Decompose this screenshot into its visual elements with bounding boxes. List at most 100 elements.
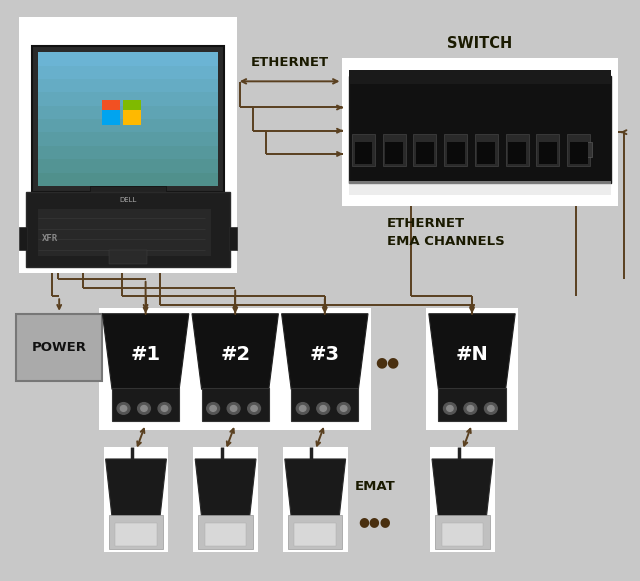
Text: POWER: POWER	[32, 340, 86, 354]
FancyBboxPatch shape	[430, 447, 495, 552]
Text: ●●●: ●●●	[358, 515, 391, 529]
FancyBboxPatch shape	[278, 308, 371, 430]
Text: ETHERNET: ETHERNET	[387, 217, 465, 230]
Circle shape	[207, 403, 220, 414]
Circle shape	[296, 403, 309, 414]
FancyBboxPatch shape	[123, 99, 141, 114]
Text: SWITCH: SWITCH	[447, 36, 513, 51]
FancyBboxPatch shape	[38, 172, 218, 186]
FancyBboxPatch shape	[475, 134, 498, 166]
FancyBboxPatch shape	[202, 388, 269, 421]
Circle shape	[484, 403, 497, 414]
Polygon shape	[282, 314, 368, 389]
Circle shape	[444, 403, 456, 414]
Text: #3: #3	[310, 345, 340, 364]
Polygon shape	[432, 459, 493, 517]
FancyBboxPatch shape	[349, 181, 611, 195]
Polygon shape	[106, 459, 166, 517]
FancyBboxPatch shape	[90, 186, 166, 209]
Circle shape	[117, 403, 130, 414]
FancyBboxPatch shape	[416, 142, 434, 164]
FancyBboxPatch shape	[536, 134, 559, 166]
Circle shape	[340, 406, 347, 411]
FancyBboxPatch shape	[38, 209, 211, 256]
FancyBboxPatch shape	[99, 308, 192, 430]
Text: XFR: XFR	[42, 234, 58, 243]
Circle shape	[320, 406, 326, 411]
FancyBboxPatch shape	[291, 388, 358, 421]
Text: EMA CHANNELS: EMA CHANNELS	[387, 235, 505, 248]
FancyBboxPatch shape	[205, 523, 246, 546]
Circle shape	[161, 406, 168, 411]
Polygon shape	[429, 314, 515, 389]
Circle shape	[248, 403, 260, 414]
FancyBboxPatch shape	[288, 515, 342, 549]
Text: DELL: DELL	[119, 198, 137, 203]
FancyBboxPatch shape	[38, 132, 218, 146]
FancyBboxPatch shape	[102, 110, 120, 125]
FancyBboxPatch shape	[115, 523, 157, 546]
FancyBboxPatch shape	[19, 17, 237, 273]
Text: #N: #N	[456, 345, 488, 364]
FancyBboxPatch shape	[229, 227, 237, 250]
Circle shape	[141, 406, 147, 411]
Circle shape	[464, 403, 477, 414]
Circle shape	[317, 403, 330, 414]
FancyBboxPatch shape	[283, 447, 348, 552]
FancyBboxPatch shape	[294, 523, 336, 546]
Polygon shape	[102, 314, 189, 389]
FancyBboxPatch shape	[193, 447, 258, 552]
Circle shape	[467, 406, 474, 411]
Circle shape	[300, 406, 306, 411]
FancyBboxPatch shape	[189, 308, 282, 430]
FancyBboxPatch shape	[342, 58, 618, 206]
Circle shape	[447, 406, 453, 411]
Text: #1: #1	[131, 345, 161, 364]
FancyBboxPatch shape	[426, 308, 518, 430]
Circle shape	[337, 403, 350, 414]
FancyBboxPatch shape	[26, 192, 230, 267]
FancyBboxPatch shape	[109, 250, 147, 264]
FancyBboxPatch shape	[438, 388, 506, 421]
FancyBboxPatch shape	[102, 99, 120, 114]
Circle shape	[210, 406, 216, 411]
Circle shape	[138, 403, 150, 414]
Text: #2: #2	[220, 345, 250, 364]
FancyBboxPatch shape	[19, 227, 27, 250]
FancyBboxPatch shape	[355, 142, 372, 164]
Circle shape	[120, 406, 127, 411]
FancyBboxPatch shape	[477, 142, 495, 164]
FancyBboxPatch shape	[576, 142, 592, 157]
FancyBboxPatch shape	[349, 70, 611, 84]
FancyBboxPatch shape	[38, 159, 218, 173]
FancyBboxPatch shape	[506, 134, 529, 166]
FancyBboxPatch shape	[435, 515, 490, 549]
FancyBboxPatch shape	[352, 134, 375, 166]
Text: EMAT: EMAT	[355, 479, 396, 493]
Circle shape	[227, 403, 240, 414]
FancyBboxPatch shape	[104, 447, 168, 552]
Circle shape	[158, 403, 171, 414]
FancyBboxPatch shape	[123, 110, 141, 125]
FancyBboxPatch shape	[385, 142, 403, 164]
FancyBboxPatch shape	[38, 78, 218, 92]
FancyBboxPatch shape	[539, 142, 557, 164]
FancyBboxPatch shape	[112, 388, 179, 421]
FancyBboxPatch shape	[198, 515, 253, 549]
Polygon shape	[192, 314, 278, 389]
FancyBboxPatch shape	[383, 134, 406, 166]
FancyBboxPatch shape	[570, 142, 588, 164]
Polygon shape	[285, 459, 346, 517]
FancyBboxPatch shape	[38, 52, 218, 66]
Circle shape	[251, 406, 257, 411]
FancyBboxPatch shape	[32, 46, 224, 192]
FancyBboxPatch shape	[567, 134, 590, 166]
Polygon shape	[195, 459, 256, 517]
Text: ETHERNET: ETHERNET	[250, 56, 329, 69]
FancyBboxPatch shape	[38, 145, 218, 159]
FancyBboxPatch shape	[349, 76, 611, 183]
FancyBboxPatch shape	[442, 523, 483, 546]
FancyBboxPatch shape	[447, 142, 465, 164]
FancyBboxPatch shape	[109, 515, 163, 549]
FancyBboxPatch shape	[38, 119, 218, 132]
